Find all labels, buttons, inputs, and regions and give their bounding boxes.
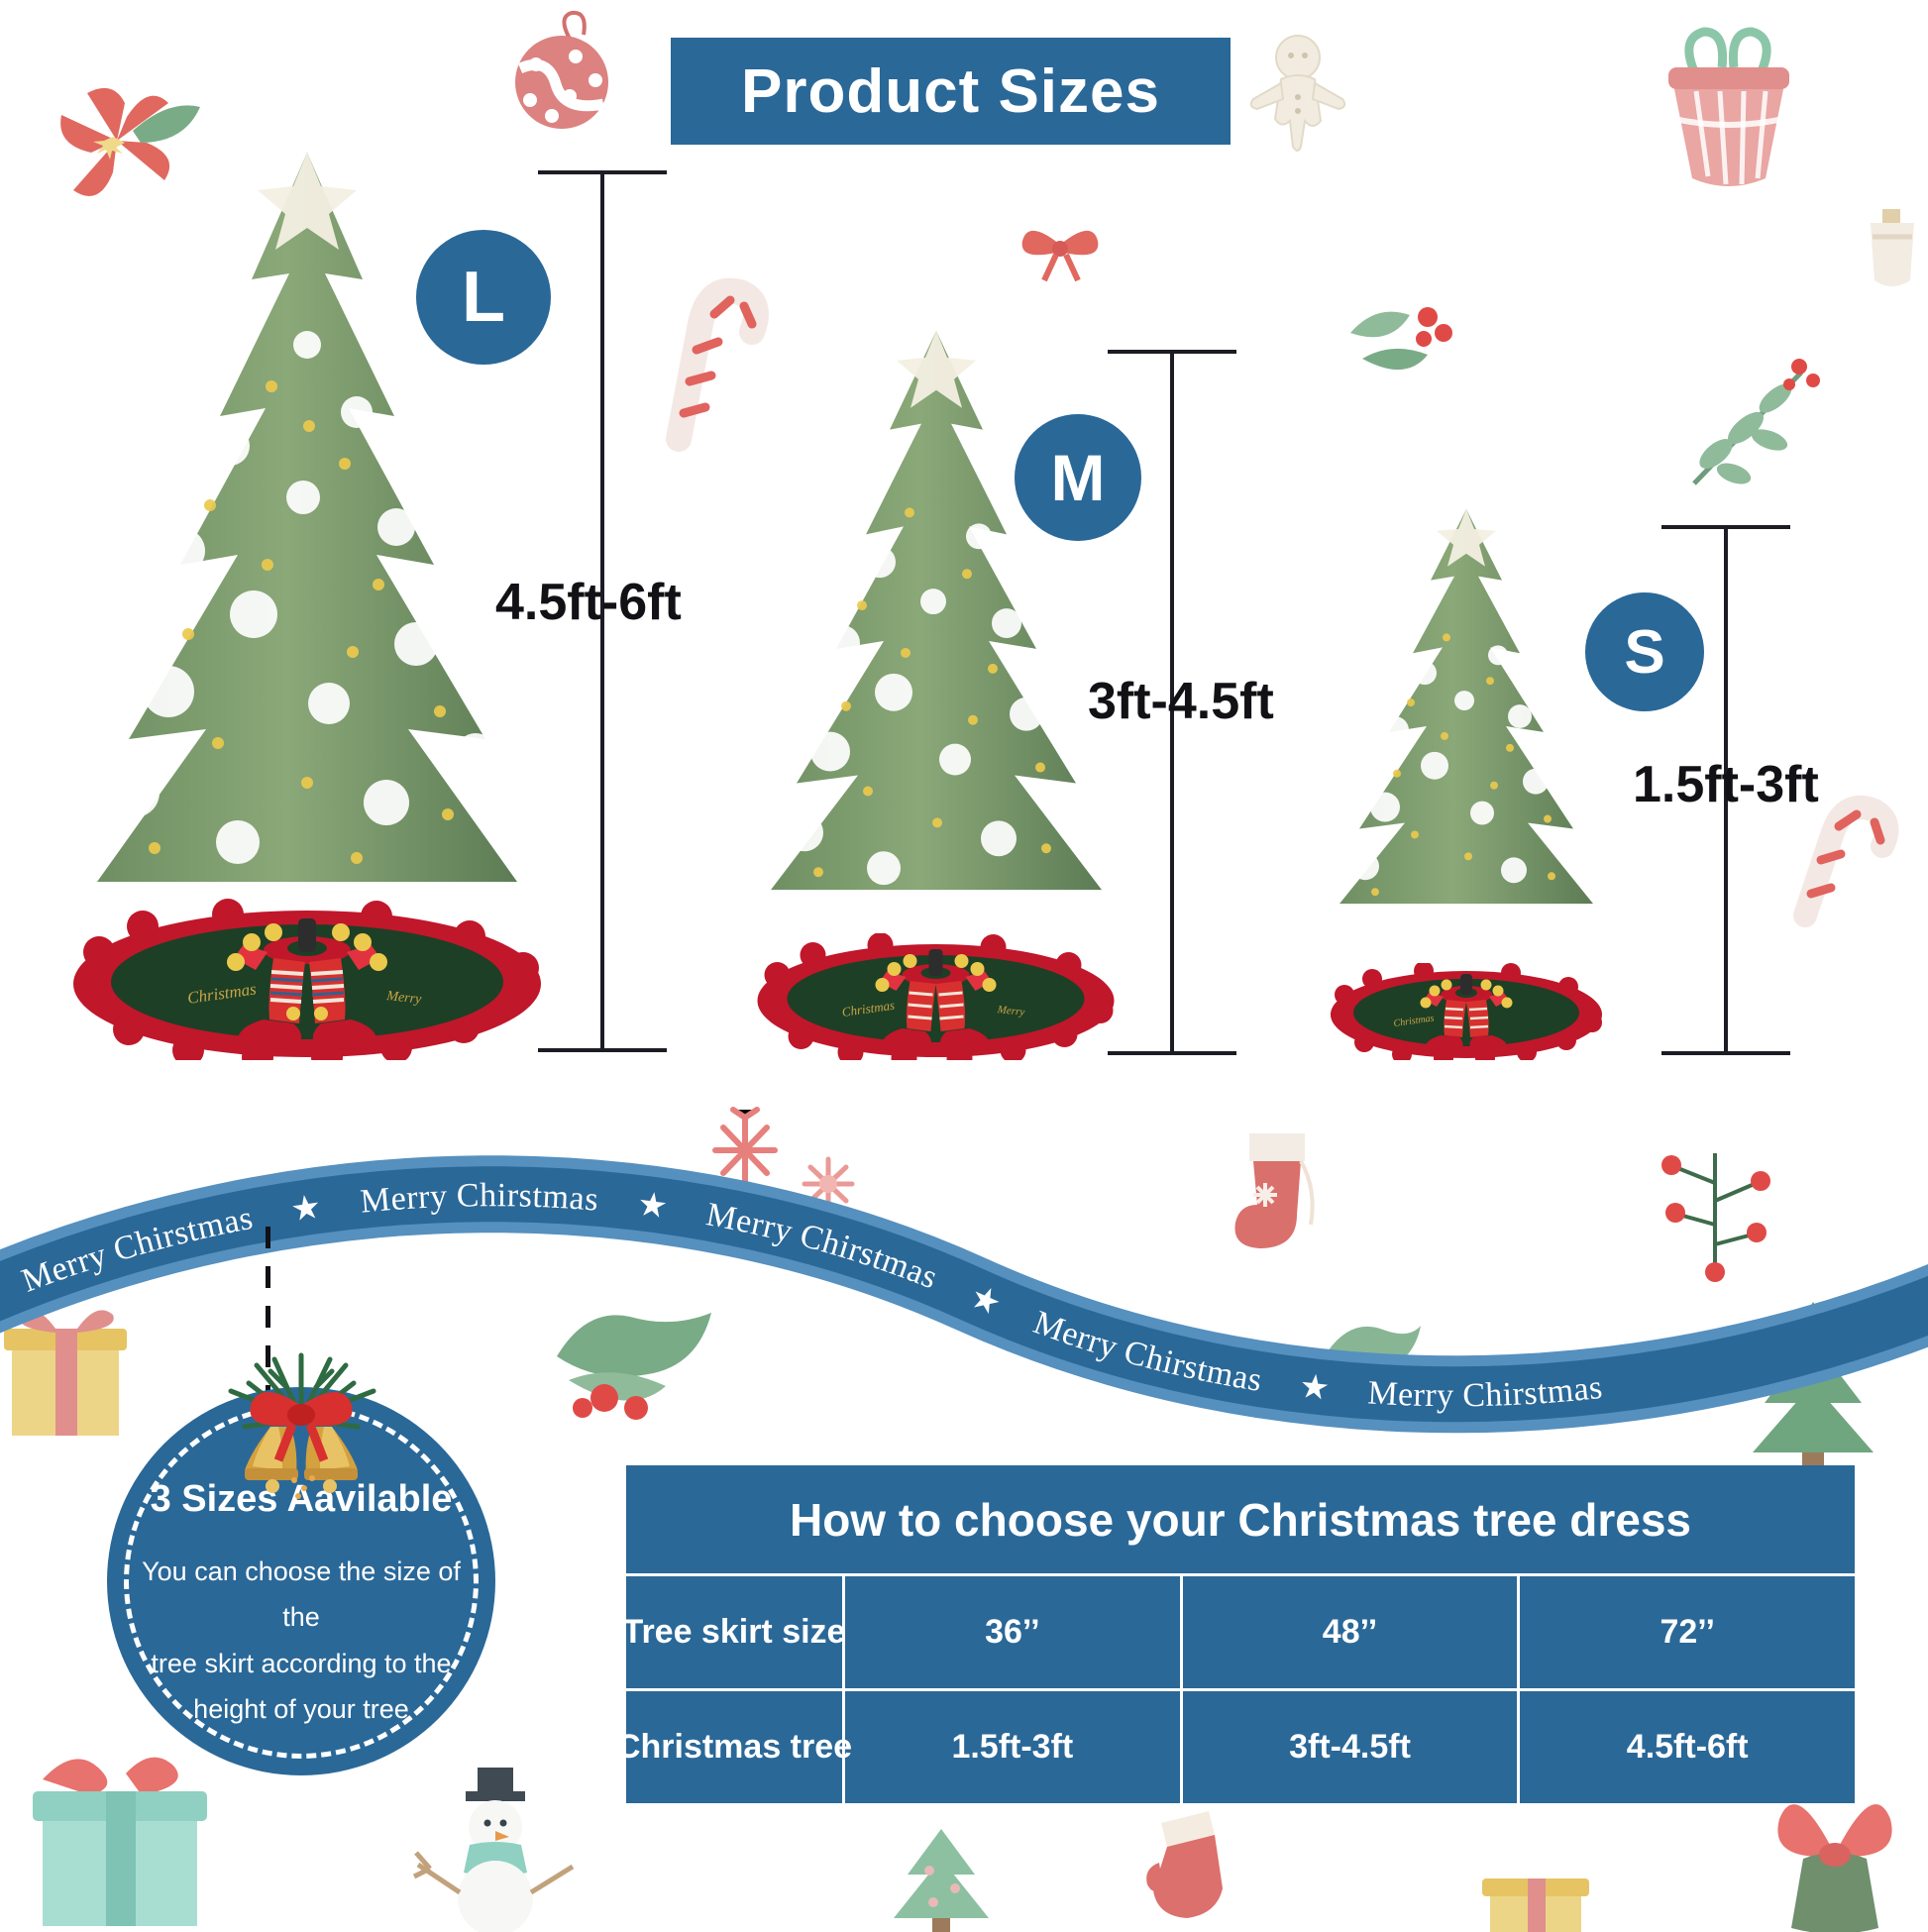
bow-ribbon-icon [1744, 1773, 1922, 1932]
sizes-available-title: 3 Sizes Aavilable [150, 1477, 453, 1520]
holly-leaf-icon [545, 1293, 728, 1432]
tree-foliage [743, 327, 1129, 931]
table-heading-row: How to choose your Christmas tree dress [626, 1465, 1855, 1576]
gift-box-icon [1476, 1873, 1595, 1932]
snowman-icon [396, 1768, 585, 1932]
ornament-ball-icon [1861, 203, 1928, 297]
measure-vertical-line [1724, 525, 1728, 1055]
page-title-banner: Product Sizes [671, 38, 1231, 145]
christmas-tree-medium: Christmas Merry [743, 327, 1129, 1060]
christmas-tree-small: Christmas [1318, 505, 1615, 1060]
dimension-label-medium: 3ft-4.5ft [1088, 673, 1274, 730]
hanging-basket-icon [1635, 10, 1823, 203]
christmas-tree-large: Christmas Merry [59, 149, 555, 1060]
sizes-available-body-line-1: You can choose the size of the [142, 1556, 461, 1633]
gingerbread-man-icon [1243, 30, 1352, 159]
present-box-icon [25, 1744, 223, 1927]
sizes-available-body-line-3: height of your tree [193, 1693, 409, 1724]
ribbon-star-icon: ★ [1297, 1368, 1332, 1408]
sizes-available-body: You can choose the size of the tree skir… [141, 1549, 462, 1733]
sizes-available-badge: 3 Sizes Aavilable You can choose the siz… [107, 1352, 495, 1775]
table-cell: 1.5ft-3ft [842, 1691, 1180, 1803]
svg-text:Merry: Merry [385, 989, 423, 1008]
christmas-stocking-icon [1139, 1805, 1229, 1924]
table-cell: 72’’ [1517, 1576, 1855, 1688]
size-badge-medium[interactable]: M [1015, 414, 1141, 541]
berry-sprig-icon [1650, 1139, 1778, 1288]
table-row: Tree skirt size 36’’ 48’’ 72’’ [622, 1576, 1855, 1688]
candy-cane-icon [649, 263, 769, 452]
pine-tree-icon [872, 1823, 1011, 1932]
tree-skirt-small: Christmas [1329, 963, 1604, 1060]
svg-text:Merry: Merry [996, 1004, 1025, 1019]
mistletoe-sprig-icon [1674, 337, 1823, 495]
table-row: Christmas tree 1.5ft-3ft 3ft-4.5ft 4.5ft… [615, 1688, 1855, 1803]
dashed-connector-line [266, 1227, 270, 1405]
christmas-stocking-icon [1214, 1120, 1333, 1268]
size-chart-table: How to choose your Christmas tree dress … [615, 1465, 1855, 1803]
tree-skirt-medium: Christmas Merry [756, 933, 1118, 1060]
red-bow-icon [1011, 213, 1110, 284]
gift-box-icon [0, 1283, 149, 1442]
svg-text:Christmas: Christmas [841, 998, 896, 1020]
merry-christmas-ribbon: ★ Merry Chirstmas ★ Merry Chirstmas ★ Me… [0, 1110, 1928, 1427]
table-heading: How to choose your Christmas tree dress [789, 1493, 1692, 1546]
holly-berries-icon [1333, 285, 1452, 394]
table-cell: 3ft-4.5ft [1179, 1691, 1518, 1803]
sizes-available-body-line-2: tree skirt according to the [151, 1648, 452, 1678]
size-badge-small[interactable]: S [1585, 592, 1704, 711]
size-badge-large[interactable]: L [416, 230, 551, 365]
table-cell: 36’’ [842, 1576, 1180, 1688]
page-title: Product Sizes [741, 56, 1160, 126]
measure-cap-bottom [538, 1048, 667, 1052]
dimension-label-small: 1.5ft-3ft [1633, 756, 1819, 813]
ribbon-star-icon: ★ [635, 1186, 670, 1227]
dimension-label-large: 4.5ft-6ft [495, 574, 682, 631]
ribbon-star-icon: ★ [288, 1189, 324, 1230]
bell-cluster-icon [187, 1332, 415, 1500]
measure-vertical-line [600, 170, 604, 1052]
measure-cap-bottom [1108, 1051, 1236, 1055]
measure-cap-bottom [1661, 1051, 1790, 1055]
table-row-label: Christmas tree [615, 1728, 853, 1766]
ornament-ball-icon [500, 5, 629, 144]
ribbon-phrase: Merry Chirstmas [359, 1177, 599, 1221]
snowflake-icon [694, 1088, 872, 1236]
measure-vertical-line [1170, 350, 1174, 1055]
candy-cane-icon [1783, 783, 1902, 927]
tree-skirt-large: Christmas Merry [69, 897, 545, 1060]
table-cell: 48’’ [1179, 1576, 1518, 1688]
poinsettia-flower-icon [30, 59, 208, 218]
table-row-label: Tree skirt size [622, 1613, 846, 1651]
tree-foliage [59, 149, 555, 931]
table-cell: 4.5ft-6ft [1517, 1691, 1855, 1803]
tree-foliage [1318, 505, 1615, 931]
